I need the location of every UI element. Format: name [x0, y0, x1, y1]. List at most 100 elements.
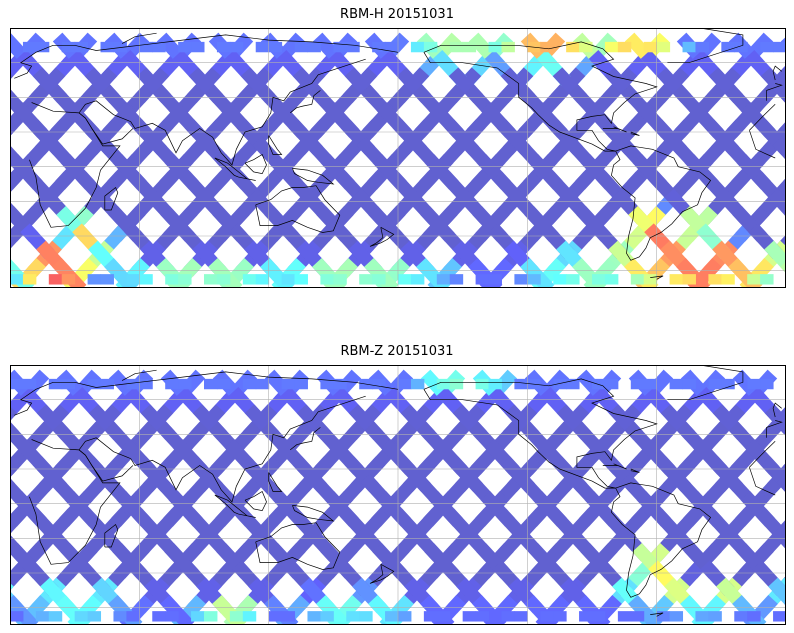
polar-band-tile: [372, 41, 386, 53]
map-frame: [10, 28, 786, 288]
polar-band-tile: [734, 41, 748, 53]
coastline-path: [369, 563, 395, 584]
polar-band-tile: [320, 611, 334, 622]
gridlines: [10, 365, 786, 625]
polar-band-tile: [100, 378, 114, 390]
polar-band-tile: [307, 611, 321, 622]
polar-band-tile: [204, 378, 218, 390]
polar-band-tile: [48, 378, 63, 390]
polar-band-tile: [35, 611, 50, 622]
coastline-path: [104, 186, 119, 211]
polar-band-tile: [74, 611, 89, 622]
panel-title-top: RBM-H 20151031: [340, 7, 454, 22]
polar-band-tile: [178, 274, 192, 285]
polar-band-tile: [48, 274, 63, 285]
swath-segment: [10, 560, 30, 591]
panel-title-bottom: RBM-Z 20151031: [340, 344, 454, 359]
coastline-path: [772, 402, 782, 418]
coastline-path: [772, 65, 782, 81]
polar-band-tile: [333, 41, 347, 53]
polar-band-tile: [242, 274, 257, 285]
polar-band-tile: [333, 378, 347, 390]
polar-band-tile: [204, 274, 218, 285]
swath-segment: [772, 136, 786, 161]
polar-band-tile: [734, 611, 748, 622]
polar-band-tile: [165, 378, 179, 390]
polar-band-tile: [436, 611, 451, 622]
polar-band-tile: [462, 41, 477, 53]
polar-band-tile: [579, 611, 593, 622]
coastline-path: [268, 135, 283, 155]
coastline-path: [630, 468, 640, 473]
coastline-path: [121, 32, 157, 44]
polar-band-tile: [410, 274, 425, 285]
coastline-path: [268, 472, 283, 492]
polar-band-tile: [204, 611, 218, 622]
swath-segment: [10, 50, 30, 80]
polar-band-tile: [501, 41, 515, 53]
polar-band-tile: [617, 41, 632, 53]
polar-band-tile: [540, 41, 554, 53]
polar-band-tile: [475, 274, 490, 285]
polar-band-tile: [35, 41, 50, 53]
polar-band-tile: [643, 41, 658, 53]
polar-band-tile: [540, 611, 554, 622]
polar-bands: [10, 41, 786, 285]
map-panel-bottom: [10, 365, 786, 625]
polar-band-tile: [436, 378, 451, 390]
polar-band-tile: [359, 611, 373, 622]
polar-band-tile: [113, 611, 127, 622]
polar-band-tile: [695, 41, 709, 53]
polar-band-tile: [488, 41, 502, 53]
polar-band-tile: [553, 611, 567, 622]
polar-band-tile: [242, 378, 257, 390]
coastline-path: [611, 482, 712, 598]
polar-band-tile: [760, 274, 774, 285]
polar-band-tile: [281, 378, 296, 390]
polar-band-tile: [604, 274, 619, 285]
polar-band-tile: [281, 611, 296, 622]
polar-band-tile: [592, 611, 606, 622]
polar-band-tile: [165, 274, 179, 285]
coastlines: [14, 28, 783, 280]
polar-band-tile: [229, 611, 244, 622]
polar-band-tile: [695, 611, 709, 622]
polar-band-tile: [10, 274, 24, 285]
coastline-path: [78, 449, 134, 482]
polar-band-tile: [294, 41, 308, 53]
polar-band-tile: [22, 41, 37, 53]
coastline-path: [423, 41, 658, 152]
coastline-path: [630, 131, 640, 136]
polar-band-tile: [152, 41, 166, 53]
coastline-path: [292, 505, 335, 522]
polar-band-tile: [553, 378, 567, 390]
swath-segment: [472, 595, 507, 625]
polar-band-tile: [87, 611, 102, 622]
coastline-path: [214, 157, 256, 181]
coastline-path: [650, 275, 664, 280]
polar-band-tile: [216, 274, 231, 285]
coastline-path: [289, 90, 321, 114]
polar-band-tile: [656, 41, 671, 53]
coastline-path: [244, 490, 267, 511]
polar-band-tile: [126, 611, 140, 622]
coastline-path: [611, 145, 712, 261]
polar-band-tile: [449, 41, 464, 53]
polar-band-tile: [669, 274, 684, 285]
polar-band-tile: [178, 378, 192, 390]
polar-band-tile: [773, 41, 786, 53]
polar-band-tile: [566, 378, 580, 390]
polar-band-tile: [126, 274, 140, 285]
polar-band-tile: [475, 378, 490, 390]
polar-band-tile: [268, 611, 283, 622]
polar-band-tile: [398, 274, 412, 285]
polar-band-tile: [216, 378, 231, 390]
coastline-path: [423, 378, 658, 489]
polar-band-tile: [501, 611, 515, 622]
coastline-path: [78, 395, 366, 503]
polar-band-tile: [747, 274, 761, 285]
polar-band-tile: [346, 611, 360, 622]
coastline-path: [255, 185, 341, 233]
coastline-path: [78, 58, 366, 166]
swath-segment: [628, 595, 663, 625]
